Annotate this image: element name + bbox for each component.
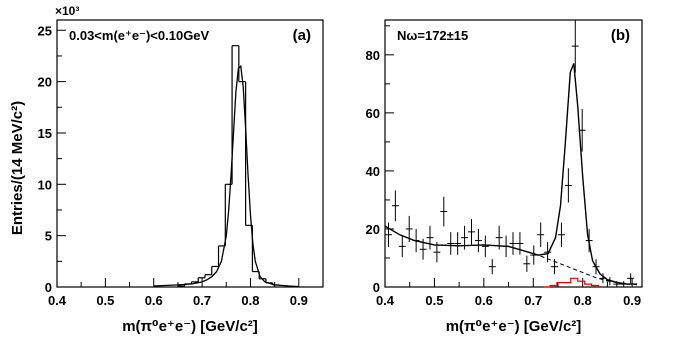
y-axis-title: Entries/(14 MeV/c²) xyxy=(9,101,26,235)
fit-curve xyxy=(153,64,299,288)
y-tick-label: 20 xyxy=(38,75,52,90)
plot-frame xyxy=(56,19,324,288)
panel-label: (b) xyxy=(611,27,630,44)
panel-b: 0.4 0.5 0.6 0.7 0.8 0.9 0 20 40 60 80 Nω=172±15 (b) m… xyxy=(366,19,643,335)
peaking-background-histogram xyxy=(543,277,600,288)
y-tick-label: 10 xyxy=(38,177,52,192)
plot-frame xyxy=(384,19,643,288)
x-axis-title: m(π⁰e⁺e⁻) [GeV/c²] xyxy=(122,318,258,335)
y-tick-label: 20 xyxy=(366,222,380,237)
x-tick-label: 0.4 xyxy=(48,293,67,308)
panel-annotation: 0.03<m(e⁺e⁻)<0.10GeV xyxy=(69,28,210,43)
x-tick-label: 0.6 xyxy=(475,293,493,308)
y-tick-label: 5 xyxy=(45,229,52,244)
panel-label: (a) xyxy=(293,27,311,44)
y-tick-label: 0 xyxy=(373,280,380,295)
panel-a: 0.4 0.5 0.6 0.7 0.8 0.9 0 5 10 15 20 25 0.03<m(e⁺e⁻)… xyxy=(38,4,324,335)
x-tick-label: 0.4 xyxy=(376,293,395,308)
y-exponent-label: ×10³ xyxy=(55,4,79,18)
y-axis-title-group: Entries/(14 MeV/c²) xyxy=(9,101,26,235)
x-tick-label: 0.5 xyxy=(96,293,114,308)
x-tick-label: 0.7 xyxy=(193,293,211,308)
y-tick-label: 25 xyxy=(38,23,52,38)
x-tick-label: 0.8 xyxy=(574,293,592,308)
x-tick-label: 0.5 xyxy=(425,293,443,308)
y-tick-label: 40 xyxy=(366,164,380,179)
x-tick-label: 0.9 xyxy=(290,293,308,308)
x-tick-label: 0.7 xyxy=(524,293,542,308)
x-tick-label: 0.8 xyxy=(241,293,259,308)
x-tick-label: 0.9 xyxy=(623,293,641,308)
y-tick-label: 60 xyxy=(366,106,380,121)
y-tick-label: 15 xyxy=(38,126,52,141)
panel-annotation: Nω=172±15 xyxy=(397,28,468,43)
x-tick-label: 0.6 xyxy=(145,293,163,308)
y-tick-label: 0 xyxy=(45,280,52,295)
x-axis-title: m(π⁰e⁺e⁻) [GeV/c²] xyxy=(446,318,582,335)
y-tick-label: 80 xyxy=(366,48,380,63)
total-fit-curve xyxy=(384,63,638,285)
